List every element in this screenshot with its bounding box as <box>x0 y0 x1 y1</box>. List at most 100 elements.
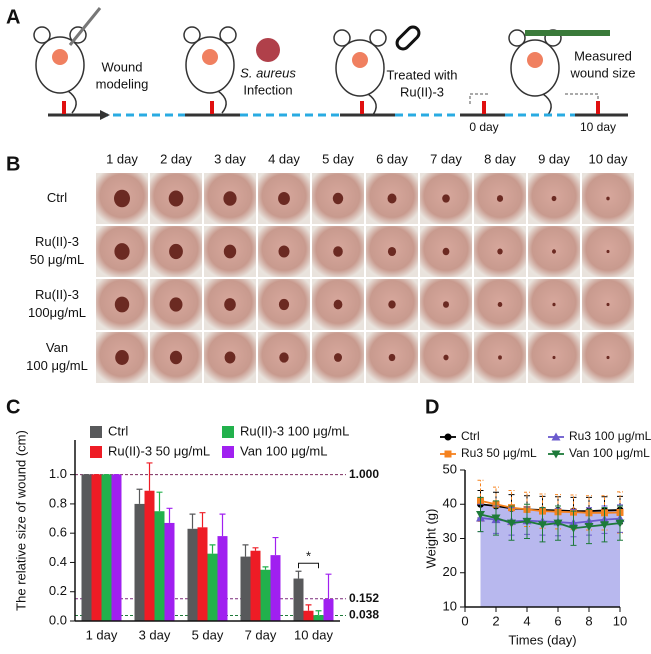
wound-spot <box>333 246 343 257</box>
bar <box>91 474 102 621</box>
bar <box>81 474 92 621</box>
legend-label: Ru(II)-3 100 μg/mL <box>240 423 349 438</box>
point <box>476 511 485 520</box>
bar <box>154 511 165 621</box>
x-tick-label: 1 day <box>86 627 118 642</box>
error-bar <box>166 507 173 523</box>
y-tick-label: 0.8 <box>49 495 67 510</box>
step-text: S. aureus <box>240 65 296 80</box>
column-label: 6 day <box>376 151 408 166</box>
wound-spot <box>498 355 502 360</box>
row-label: Ru(II)-3 <box>35 234 79 249</box>
wound-spot <box>551 195 557 202</box>
significance-mark: * <box>306 549 311 564</box>
wound-spot <box>497 301 503 308</box>
row-label: 100μg/mL <box>28 305 86 320</box>
wound-spot <box>442 247 450 256</box>
bar <box>323 599 334 621</box>
column-label: 4 day <box>268 151 300 166</box>
wound-spot <box>552 355 556 360</box>
column-label: 1 day <box>106 151 138 166</box>
wound-spot <box>387 246 397 257</box>
wound-spot <box>169 350 183 365</box>
step-text: Wound <box>102 59 143 74</box>
panel-label: D <box>425 396 439 418</box>
wound-spot <box>334 353 342 362</box>
wound-spot <box>497 248 503 255</box>
legend-label: Ctrl <box>461 429 480 443</box>
column-label: 7 day <box>430 151 462 166</box>
point <box>615 519 625 528</box>
error-bar <box>325 573 332 600</box>
mouse-ear <box>33 26 51 44</box>
wound-spot <box>278 298 290 311</box>
marker <box>482 101 486 114</box>
error-bar <box>272 536 279 556</box>
x-tick-label: 4 <box>523 613 530 628</box>
wound-spot <box>606 302 610 307</box>
panel-label: B <box>6 153 20 175</box>
y-axis-label: The relative size of wound (cm) <box>13 430 28 611</box>
legend-swatch <box>222 426 234 438</box>
error-bar <box>136 488 143 504</box>
step-text: modeling <box>96 76 149 91</box>
wound-spot <box>606 249 610 254</box>
wound-spot <box>115 350 129 365</box>
legend-swatch <box>222 446 234 458</box>
column-label: 8 day <box>484 151 516 166</box>
reference-label: 0.152 <box>349 591 379 605</box>
error-bar <box>189 513 196 529</box>
y-tick-label: 0.2 <box>49 583 67 598</box>
error-bar <box>305 604 312 611</box>
bar <box>101 474 112 621</box>
wound-spot <box>169 243 183 260</box>
legend-label: Ru3 50 μg/mL <box>461 446 537 460</box>
y-tick-label: 10 <box>443 598 457 613</box>
capsule <box>395 25 421 51</box>
y-tick-label: 50 <box>443 461 457 476</box>
wound <box>52 49 68 65</box>
x-tick-label: 2 <box>492 613 499 628</box>
wound-spot <box>278 192 290 205</box>
y-tick-label: 0.4 <box>49 554 67 569</box>
panel-label: A <box>6 6 20 28</box>
legend-marker <box>551 432 561 441</box>
column-label: 5 day <box>322 151 354 166</box>
reference-label: 1.000 <box>349 467 379 481</box>
significance-bracket <box>298 562 319 569</box>
mouse-ear <box>183 26 201 44</box>
wound-spot <box>114 189 130 208</box>
wound-spot <box>169 297 183 312</box>
wound-spot <box>443 301 449 308</box>
error-bar <box>199 512 206 528</box>
column-label: 9 day <box>538 151 570 166</box>
x-axis-label: Times (day) <box>508 632 576 647</box>
step-text: Treated with <box>386 67 457 82</box>
error-bar <box>146 462 153 491</box>
legend-label: Ru3 100 μg/mL <box>569 429 651 443</box>
mouse-tail <box>67 90 77 114</box>
x-tick-label: 10 <box>613 613 627 628</box>
legend-swatch <box>90 426 102 438</box>
mouse-tail <box>217 90 227 114</box>
legend-label: Van 100 μg/mL <box>569 446 650 460</box>
wound-spot <box>224 298 236 311</box>
y-tick-label: 0.0 <box>49 612 67 627</box>
arrowhead <box>100 110 110 120</box>
wound <box>352 52 368 68</box>
bar <box>144 490 155 621</box>
mouse-tail <box>542 93 552 117</box>
wound-spot <box>279 352 289 363</box>
bar <box>111 474 122 621</box>
wound-spot <box>442 194 450 203</box>
bacteria <box>256 38 280 62</box>
error-bar <box>252 547 259 551</box>
bar <box>303 610 314 621</box>
error-bar <box>262 566 269 570</box>
x-tick-label: 10 day <box>294 627 334 642</box>
point <box>522 517 532 526</box>
wound-spot <box>388 300 396 309</box>
mouse-tail <box>367 93 377 117</box>
area <box>480 504 620 607</box>
